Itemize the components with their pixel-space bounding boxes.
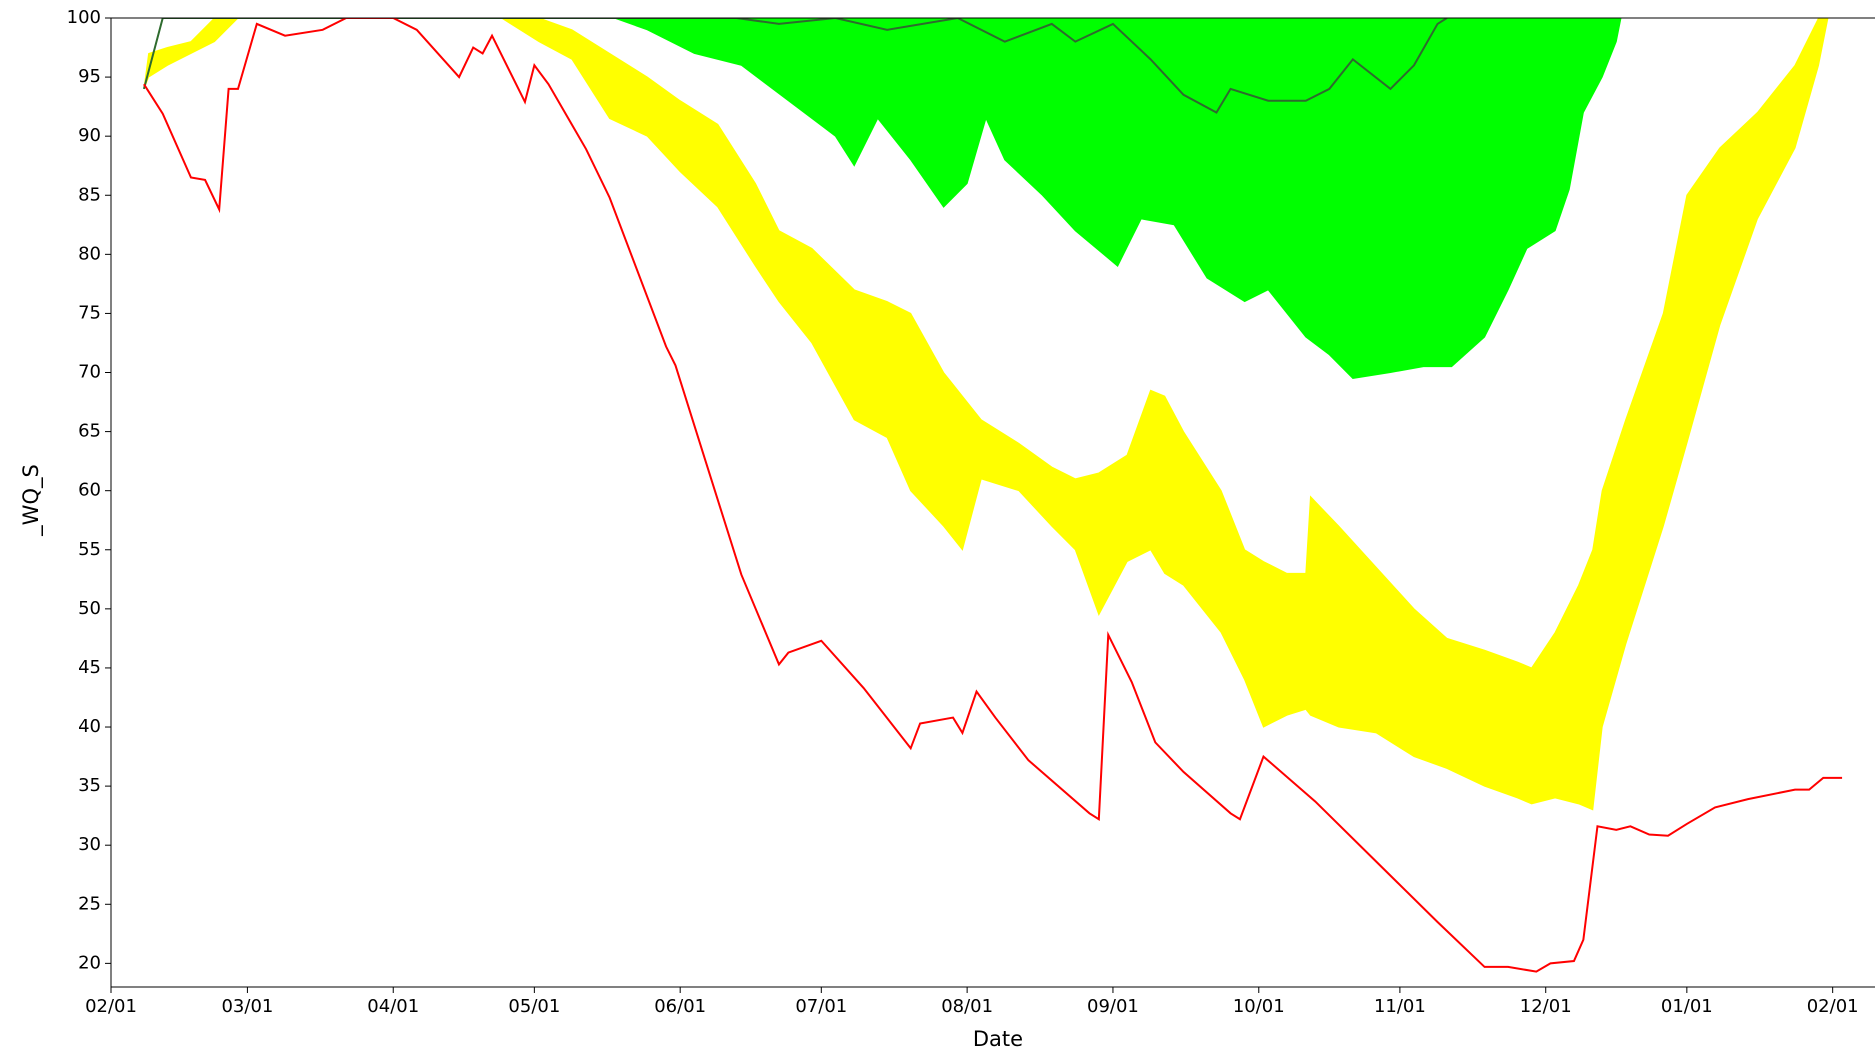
y-tick-label: 55 bbox=[78, 539, 101, 560]
x-axis-label: Date bbox=[973, 1027, 1023, 1051]
x-tick-label: 09/01 bbox=[1087, 996, 1139, 1017]
x-tick-label: 05/01 bbox=[508, 996, 560, 1017]
x-tick-label: 12/01 bbox=[1520, 996, 1572, 1017]
y-tick-label: 50 bbox=[78, 598, 101, 619]
plot-area bbox=[142, 18, 1843, 973]
y-tick-label: 40 bbox=[78, 716, 101, 737]
x-tick-label: 02/01 bbox=[85, 996, 137, 1017]
data-line bbox=[142, 18, 1448, 114]
y-tick-label: 100 bbox=[67, 7, 101, 28]
y-tick-label: 30 bbox=[78, 834, 101, 855]
x-tick-label: 06/01 bbox=[654, 996, 706, 1017]
data-line bbox=[143, 18, 1843, 973]
y-tick-label: 85 bbox=[78, 184, 101, 205]
y-tick-label: 20 bbox=[78, 952, 101, 973]
x-tick-label: 02/01 bbox=[1807, 996, 1859, 1017]
x-tick-label: 08/01 bbox=[941, 996, 993, 1017]
y-tick-label: 90 bbox=[78, 125, 101, 146]
band-area bbox=[143, 18, 1622, 379]
y-axis-label: _WQ_S bbox=[19, 464, 44, 537]
y-tick-label: 80 bbox=[78, 243, 101, 264]
axes: 20 25 30 35 40 45 50 55 60 65 70 75 80 85 90 95 100 02/01… bbox=[67, 7, 1875, 1017]
x-tick-label: 07/01 bbox=[795, 996, 847, 1017]
x-tick-label: 03/01 bbox=[221, 996, 273, 1017]
x-tick-label: 04/01 bbox=[367, 996, 419, 1017]
y-tick-label: 60 bbox=[78, 480, 101, 501]
y-tick-label: 95 bbox=[78, 66, 101, 87]
x-tick-label: 01/01 bbox=[1661, 996, 1713, 1017]
y-tick-label: 35 bbox=[78, 775, 101, 796]
y-tick-label: 75 bbox=[78, 302, 101, 323]
x-tick-label: 11/01 bbox=[1374, 996, 1426, 1017]
band-area bbox=[143, 18, 1829, 811]
y-tick-label: 45 bbox=[78, 657, 101, 678]
x-tick-label: 10/01 bbox=[1233, 996, 1285, 1017]
y-tick-label: 65 bbox=[78, 421, 101, 442]
y-tick-label: 25 bbox=[78, 893, 101, 914]
y-tick-label: 70 bbox=[78, 362, 101, 383]
